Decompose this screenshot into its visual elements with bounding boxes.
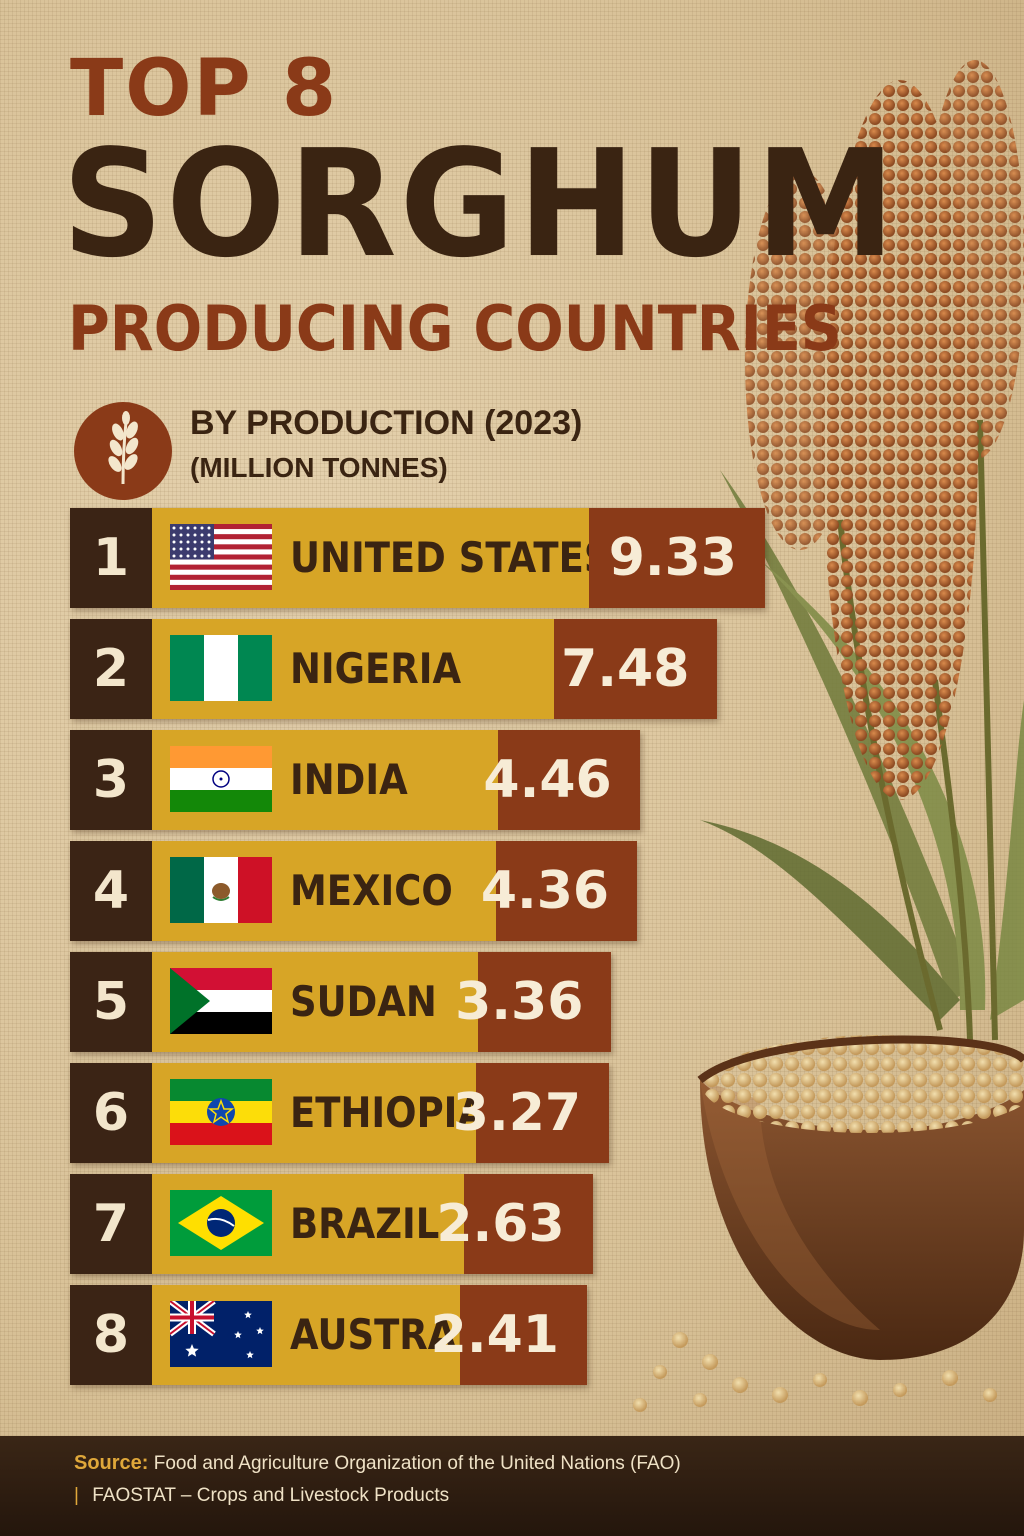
source-line-1: Source: Food and Agriculture Organizatio… [74,1452,681,1475]
value-label: 7.48 [561,639,690,699]
bar-row: 4 MEXICO 4.36 [70,841,638,941]
bar-row: 2 NIGERIA 7.48 [70,619,718,719]
flag-australia-icon [170,1301,272,1367]
subtitle-unit: (MILLION TONNES) [190,452,448,483]
rank-label: 1 [70,508,152,608]
country-label: UNITED STATES [290,533,611,582]
footer-bar [0,1436,1024,1536]
rank-label: 6 [70,1063,152,1163]
country-label: BRAZIL [290,1199,440,1248]
flag-india-icon [170,746,272,812]
value-label: 9.33 [608,528,737,588]
bar-row: 6 ETHIOPIA 3.27 [70,1063,610,1163]
bar-row: 1 UNITED STATES 9.33 [70,508,765,608]
bar-row: 7 BRAZIL 2.63 [70,1174,593,1274]
grain-stalk-icon [74,402,172,500]
value-label: 3.27 [452,1083,582,1143]
flag-usa-icon [170,524,272,590]
value-box: 9.33 [589,508,765,608]
rank-label: 3 [70,730,152,830]
subtitle-production-year: BY PRODUCTION (2023) [190,404,583,442]
value-label: 2.41 [430,1305,559,1365]
country-label: ETHIOPIA [290,1088,487,1137]
value-label: 4.46 [483,750,612,810]
country-label: MEXICO [290,866,453,915]
source-separator: | [74,1485,79,1506]
value-box: 3.36 [455,952,612,1052]
flag-ethiopia-icon [170,1079,272,1145]
title-sub: PRODUCING COUNTRIES [68,292,842,365]
source-label: Source: [74,1452,149,1474]
flag-mexico-icon [170,857,272,923]
country-label: SUDAN [290,977,437,1026]
flag-brazil-icon [170,1190,272,1256]
bar-row: 3 INDIA 4.46 [70,730,640,830]
rank-label: 7 [70,1174,152,1274]
bar-row: 8 AUSTRALIA 2.41 [70,1285,587,1385]
value-label: 4.36 [480,861,610,921]
rank-label: 5 [70,952,152,1052]
value-box: 4.36 [481,841,638,941]
value-label: 3.36 [455,972,584,1032]
title-main: SORGHUM [62,118,899,290]
flag-nigeria-icon [170,635,272,701]
value-box: 7.48 [554,619,718,719]
country-label: NIGERIA [290,644,462,693]
bar-row: 5 SUDAN 3.36 [70,952,612,1052]
source-organization: Food and Agriculture Organization of the… [153,1453,681,1474]
value-label: 2.63 [436,1194,565,1254]
title-top: TOP 8 [70,44,339,134]
value-box: 2.41 [431,1285,587,1385]
rank-label: 4 [70,841,152,941]
rank-label: 8 [70,1285,152,1385]
value-box: 4.46 [483,730,640,830]
flag-sudan-icon [170,968,272,1034]
country-label: INDIA [290,755,408,804]
source-dataset: FAOSTAT – Crops and Livestock Products [92,1485,450,1506]
value-box: 2.63 [436,1174,593,1274]
value-box: 3.27 [453,1063,610,1163]
rank-label: 2 [70,619,152,719]
source-line-2: | FAOSTAT – Crops and Livestock Products [74,1485,449,1507]
